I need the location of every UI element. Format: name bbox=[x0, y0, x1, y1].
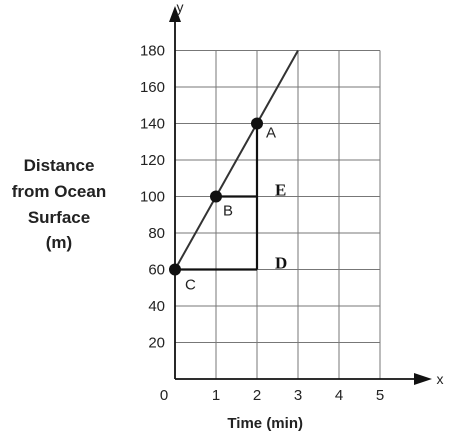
x-tick-label: 4 bbox=[335, 387, 343, 404]
point-label-a: A bbox=[266, 125, 276, 142]
y-tick-label: 140 bbox=[140, 116, 165, 133]
annotation-label-e: E bbox=[275, 181, 286, 200]
y-tick-label: 120 bbox=[140, 152, 165, 169]
x-axis-label: Time (min) bbox=[227, 415, 303, 432]
x-axis-arrow bbox=[414, 373, 432, 385]
x-tick-label: 5 bbox=[376, 387, 384, 404]
data-points bbox=[169, 117, 263, 276]
y-axis-name: y bbox=[177, 0, 184, 15]
x-tick-label: 3 bbox=[294, 387, 302, 404]
y-tick-label: 40 bbox=[148, 298, 165, 315]
y-tick-label: 180 bbox=[140, 43, 165, 60]
x-axis-name: x bbox=[437, 371, 444, 387]
y-axis-label: Distance from Ocean Surface (m) bbox=[12, 156, 106, 252]
data-point-b bbox=[210, 190, 222, 203]
y-tick-label: 60 bbox=[148, 262, 165, 279]
y-axis-arrow bbox=[169, 6, 181, 22]
series-line bbox=[174, 50, 299, 270]
guide-lines bbox=[175, 123, 259, 271]
point-label-c: C bbox=[185, 277, 196, 294]
axes: x y 0 1 2 3 4 5 20 40 60 80 100 120 140 160 180 Distance f… bbox=[12, 0, 444, 432]
labels: A B C E D bbox=[185, 125, 287, 294]
y-axis-label-line: (m) bbox=[46, 233, 72, 252]
y-axis-label-line: from Ocean bbox=[12, 182, 106, 201]
y-axis-label-line: Distance bbox=[24, 156, 95, 175]
y-tick-label: 160 bbox=[140, 79, 165, 96]
data-point-c bbox=[169, 263, 181, 276]
y-axis-label-line: Surface bbox=[28, 208, 90, 227]
x-tick-label: 0 bbox=[160, 387, 168, 404]
x-tick-label: 1 bbox=[212, 387, 220, 404]
point-label-b: B bbox=[223, 203, 233, 220]
x-tick-label: 2 bbox=[253, 387, 261, 404]
data-point-a bbox=[251, 117, 263, 130]
series bbox=[174, 50, 299, 270]
annotation-label-d: D bbox=[275, 254, 287, 273]
y-tick-label: 80 bbox=[148, 225, 165, 242]
y-tick-label: 100 bbox=[140, 189, 165, 206]
y-tick-label: 20 bbox=[148, 335, 165, 352]
